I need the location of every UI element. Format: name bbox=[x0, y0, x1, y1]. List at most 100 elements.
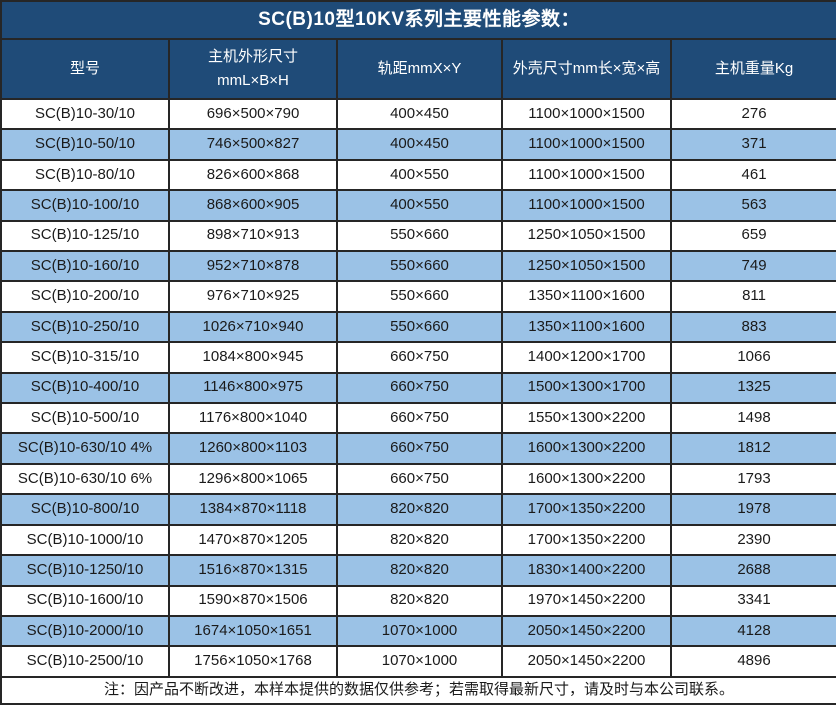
cell-rail-gauge: 820×820 bbox=[337, 525, 502, 555]
cell-weight: 1066 bbox=[671, 342, 836, 372]
cell-weight: 1978 bbox=[671, 494, 836, 524]
column-header-rail-gauge: 轨距mmX×Y bbox=[337, 39, 502, 99]
cell-weight: 1325 bbox=[671, 373, 836, 403]
column-header-dimensions: 主机外形尺寸mmL×B×H bbox=[169, 39, 337, 99]
cell-model: SC(B)10-200/10 bbox=[1, 281, 169, 311]
table-row: SC(B)10-30/10696×500×790400×4501100×1000… bbox=[1, 99, 836, 129]
cell-model: SC(B)10-160/10 bbox=[1, 251, 169, 281]
cell-rail-gauge: 550×660 bbox=[337, 221, 502, 251]
cell-dimensions: 1146×800×975 bbox=[169, 373, 337, 403]
column-header-weight: 主机重量Kg bbox=[671, 39, 836, 99]
cell-model: SC(B)10-400/10 bbox=[1, 373, 169, 403]
table-row: SC(B)10-1250/101516×870×1315820×8201830×… bbox=[1, 555, 836, 585]
cell-shell-size: 1400×1200×1700 bbox=[502, 342, 671, 372]
cell-dimensions: 1384×870×1118 bbox=[169, 494, 337, 524]
cell-dimensions: 1260×800×1103 bbox=[169, 433, 337, 463]
table-row: SC(B)10-50/10746×500×827400×4501100×1000… bbox=[1, 129, 836, 159]
cell-shell-size: 1350×1100×1600 bbox=[502, 312, 671, 342]
table-row: SC(B)10-400/101146×800×975660×7501500×13… bbox=[1, 373, 836, 403]
cell-model: SC(B)10-315/10 bbox=[1, 342, 169, 372]
cell-weight: 1793 bbox=[671, 464, 836, 494]
cell-rail-gauge: 1070×1000 bbox=[337, 646, 502, 677]
cell-rail-gauge: 1070×1000 bbox=[337, 616, 502, 646]
cell-weight: 4128 bbox=[671, 616, 836, 646]
cell-shell-size: 1970×1450×2200 bbox=[502, 586, 671, 616]
cell-weight: 461 bbox=[671, 160, 836, 190]
cell-model: SC(B)10-250/10 bbox=[1, 312, 169, 342]
cell-dimensions: 898×710×913 bbox=[169, 221, 337, 251]
cell-weight: 276 bbox=[671, 99, 836, 129]
cell-dimensions: 1674×1050×1651 bbox=[169, 616, 337, 646]
cell-dimensions: 1516×870×1315 bbox=[169, 555, 337, 585]
cell-rail-gauge: 660×750 bbox=[337, 403, 502, 433]
cell-weight: 563 bbox=[671, 190, 836, 220]
cell-shell-size: 1600×1300×2200 bbox=[502, 433, 671, 463]
cell-shell-size: 1700×1350×2200 bbox=[502, 494, 671, 524]
cell-shell-size: 1350×1100×1600 bbox=[502, 281, 671, 311]
title-row: SC(B)10型10KV系列主要性能参数： bbox=[1, 1, 836, 39]
cell-model: SC(B)10-50/10 bbox=[1, 129, 169, 159]
cell-dimensions: 1176×800×1040 bbox=[169, 403, 337, 433]
cell-shell-size: 1250×1050×1500 bbox=[502, 221, 671, 251]
cell-weight: 659 bbox=[671, 221, 836, 251]
cell-weight: 371 bbox=[671, 129, 836, 159]
cell-shell-size: 1700×1350×2200 bbox=[502, 525, 671, 555]
cell-model: SC(B)10-800/10 bbox=[1, 494, 169, 524]
table-row: SC(B)10-500/101176×800×1040660×7501550×1… bbox=[1, 403, 836, 433]
cell-dimensions: 1084×800×945 bbox=[169, 342, 337, 372]
footer-row: 注：因产品不断改进，本样本提供的数据仅供参考；若需取得最新尺寸，请及时与本公司联… bbox=[1, 677, 836, 704]
cell-shell-size: 1100×1000×1500 bbox=[502, 160, 671, 190]
table-row: SC(B)10-2500/101756×1050×17681070×100020… bbox=[1, 646, 836, 677]
column-header-line2: mmL×B×H bbox=[174, 69, 332, 93]
cell-model: SC(B)10-630/10 4% bbox=[1, 433, 169, 463]
cell-dimensions: 1756×1050×1768 bbox=[169, 646, 337, 677]
cell-dimensions: 976×710×925 bbox=[169, 281, 337, 311]
cell-weight: 1812 bbox=[671, 433, 836, 463]
cell-dimensions: 1470×870×1205 bbox=[169, 525, 337, 555]
cell-shell-size: 1600×1300×2200 bbox=[502, 464, 671, 494]
cell-rail-gauge: 660×750 bbox=[337, 342, 502, 372]
cell-rail-gauge: 820×820 bbox=[337, 586, 502, 616]
cell-dimensions: 826×600×868 bbox=[169, 160, 337, 190]
cell-model: SC(B)10-1000/10 bbox=[1, 525, 169, 555]
cell-weight: 1498 bbox=[671, 403, 836, 433]
cell-dimensions: 696×500×790 bbox=[169, 99, 337, 129]
cell-rail-gauge: 550×660 bbox=[337, 281, 502, 311]
cell-shell-size: 1550×1300×2200 bbox=[502, 403, 671, 433]
table-row: SC(B)10-200/10976×710×925550×6601350×110… bbox=[1, 281, 836, 311]
column-header-model: 型号 bbox=[1, 39, 169, 99]
cell-shell-size: 1100×1000×1500 bbox=[502, 99, 671, 129]
table-row: SC(B)10-160/10952×710×878550×6601250×105… bbox=[1, 251, 836, 281]
cell-shell-size: 1100×1000×1500 bbox=[502, 190, 671, 220]
table-row: SC(B)10-315/101084×800×945660×7501400×12… bbox=[1, 342, 836, 372]
cell-model: SC(B)10-630/10 6% bbox=[1, 464, 169, 494]
cell-model: SC(B)10-30/10 bbox=[1, 99, 169, 129]
cell-rail-gauge: 660×750 bbox=[337, 464, 502, 494]
cell-weight: 2390 bbox=[671, 525, 836, 555]
table-row: SC(B)10-630/10 6%1296×800×1065660×750160… bbox=[1, 464, 836, 494]
table-row: SC(B)10-250/101026×710×940550×6601350×11… bbox=[1, 312, 836, 342]
cell-dimensions: 1296×800×1065 bbox=[169, 464, 337, 494]
cell-dimensions: 952×710×878 bbox=[169, 251, 337, 281]
table-row: SC(B)10-630/10 4%1260×800×1103660×750160… bbox=[1, 433, 836, 463]
cell-model: SC(B)10-1600/10 bbox=[1, 586, 169, 616]
cell-weight: 749 bbox=[671, 251, 836, 281]
column-header-shell-size: 外壳尺寸mm长×宽×高 bbox=[502, 39, 671, 99]
cell-rail-gauge: 550×660 bbox=[337, 251, 502, 281]
spec-table: SC(B)10型10KV系列主要性能参数： 型号主机外形尺寸mmL×B×H轨距m… bbox=[0, 0, 836, 705]
cell-weight: 3341 bbox=[671, 586, 836, 616]
cell-dimensions: 746×500×827 bbox=[169, 129, 337, 159]
cell-rail-gauge: 660×750 bbox=[337, 433, 502, 463]
table-row: SC(B)10-1000/101470×870×1205820×8201700×… bbox=[1, 525, 836, 555]
cell-shell-size: 1830×1400×2200 bbox=[502, 555, 671, 585]
cell-rail-gauge: 820×820 bbox=[337, 494, 502, 524]
cell-rail-gauge: 400×450 bbox=[337, 129, 502, 159]
cell-rail-gauge: 400×550 bbox=[337, 160, 502, 190]
cell-dimensions: 868×600×905 bbox=[169, 190, 337, 220]
table-row: SC(B)10-1600/101590×870×1506820×8201970×… bbox=[1, 586, 836, 616]
cell-weight: 2688 bbox=[671, 555, 836, 585]
cell-model: SC(B)10-100/10 bbox=[1, 190, 169, 220]
cell-model: SC(B)10-500/10 bbox=[1, 403, 169, 433]
cell-shell-size: 1250×1050×1500 bbox=[502, 251, 671, 281]
cell-model: SC(B)10-80/10 bbox=[1, 160, 169, 190]
